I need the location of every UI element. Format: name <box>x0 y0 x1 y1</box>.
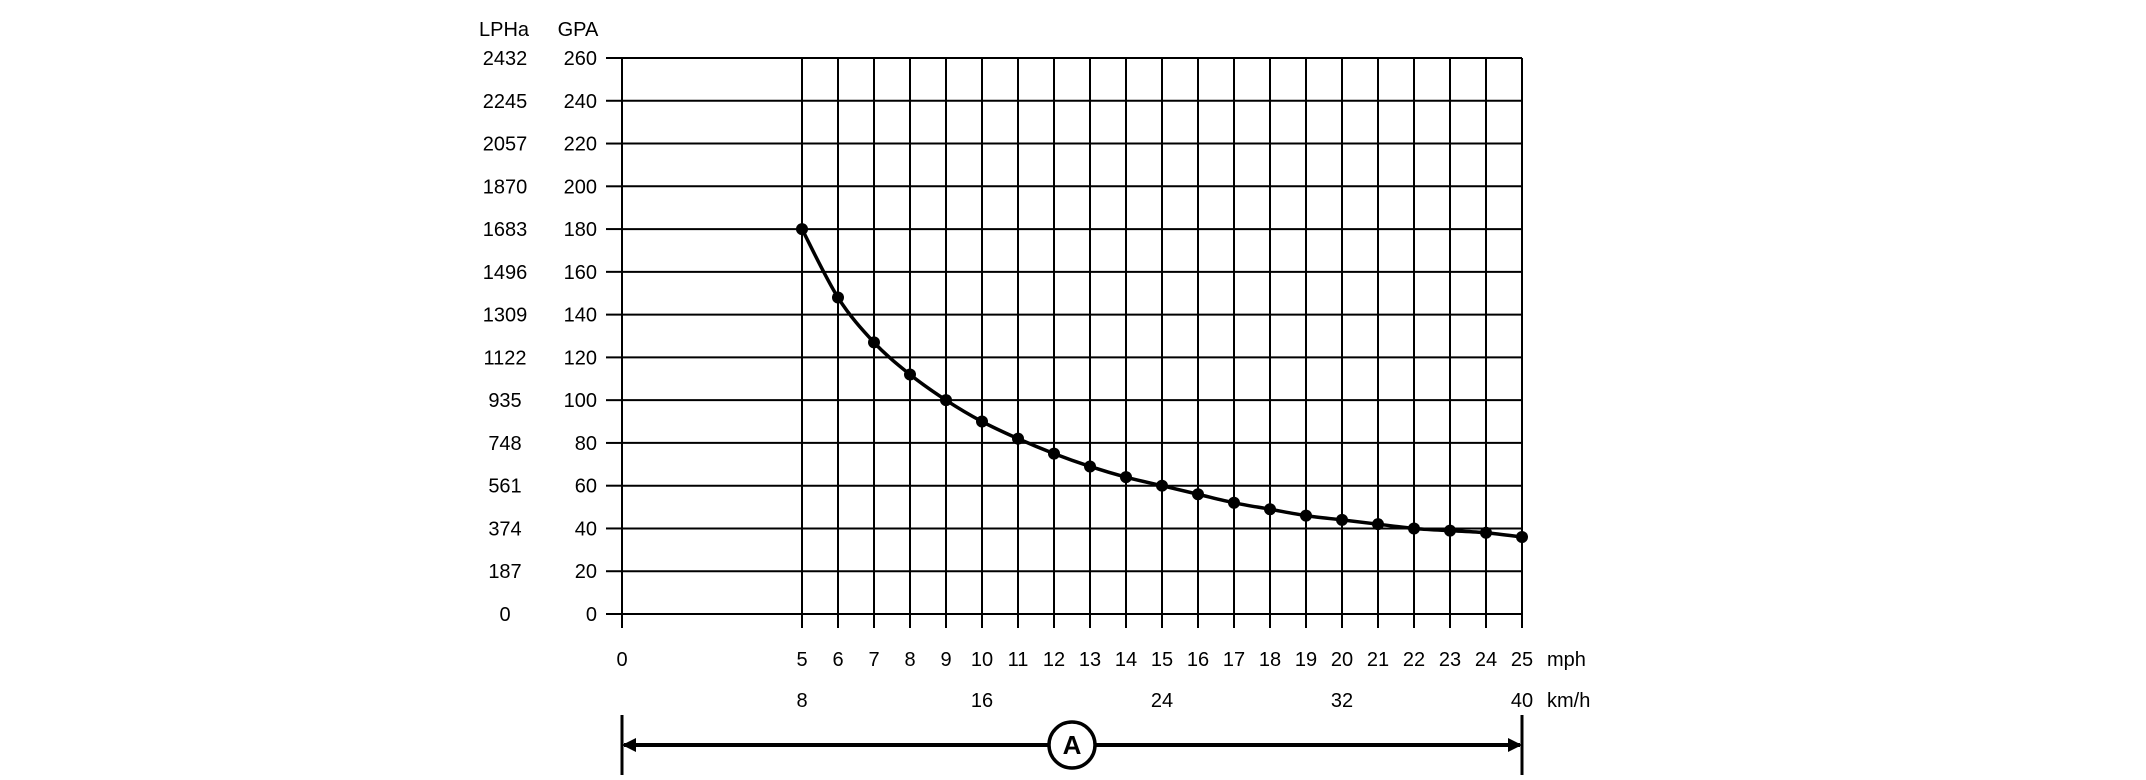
x-tick-label-mph: 14 <box>1115 649 1137 671</box>
x-tick-label-mph: 18 <box>1259 649 1281 671</box>
x-axis-ticks: 0 5 6 7 8 9 10 11 12 13 14 15 16 17 18 19 20 21 22 23 24 25 8 1… <box>616 649 1533 712</box>
y-axis-ticks: 0 0 20 187 40 374 60 561 80 748 100 935 120 1122 140 13… <box>483 48 597 626</box>
y-tick-label-gpa: 160 <box>564 262 597 284</box>
x-tick-label-mph: 21 <box>1367 649 1389 671</box>
y-tick-label-lpha: 187 <box>488 561 521 583</box>
x-tick-label-mph: 5 <box>796 649 807 671</box>
data-point <box>1300 509 1312 522</box>
x-tick-label-mph: 6 <box>832 649 843 671</box>
x-tick-label-kmh: 24 <box>1151 690 1173 712</box>
data-point <box>1516 531 1528 544</box>
x-tick-label-mph: 24 <box>1475 649 1497 671</box>
y-tick-label-gpa: 120 <box>564 347 597 369</box>
data-point <box>868 336 880 349</box>
kmh-unit-label: km/h <box>1547 690 1590 712</box>
y-tick-label-gpa: 140 <box>564 305 597 327</box>
data-point <box>1084 460 1096 473</box>
y-tick-label-gpa: 40 <box>575 518 597 540</box>
x-tick-label-kmh: 40 <box>1511 690 1533 712</box>
data-point <box>1444 524 1456 537</box>
data-point <box>1228 496 1240 509</box>
y-tick-label-lpha: 935 <box>488 390 521 412</box>
x-tick-label-mph: 12 <box>1043 649 1065 671</box>
x-tick-label-mph: 7 <box>868 649 879 671</box>
y-tick-label-lpha: 2057 <box>483 134 528 156</box>
y-tick-label-lpha: 1683 <box>483 219 528 241</box>
x-tick-label-mph: 15 <box>1151 649 1173 671</box>
range-marker-a: A <box>620 715 1524 775</box>
y-tick-label-lpha: 748 <box>488 433 521 455</box>
mph-unit-label: mph <box>1547 649 1586 671</box>
data-point <box>1408 522 1420 535</box>
y-tick-label-gpa: 80 <box>575 433 597 455</box>
data-point <box>1156 479 1168 492</box>
data-point <box>1012 432 1024 445</box>
data-point <box>832 291 844 304</box>
x-tick-label-mph: 16 <box>1187 649 1209 671</box>
y-tick-label-gpa: 0 <box>586 604 597 626</box>
x-tick-label-mph: 11 <box>1008 649 1029 671</box>
x-tick-label-mph: 17 <box>1223 649 1245 671</box>
data-point <box>1048 447 1060 460</box>
data-point <box>1192 488 1204 501</box>
x-tick-label-mph: 8 <box>904 649 915 671</box>
data-point <box>1372 518 1384 531</box>
y-tick-label-gpa: 200 <box>564 176 597 198</box>
data-point <box>1120 471 1132 484</box>
y-tick-label-lpha: 561 <box>488 476 521 498</box>
data-point <box>940 394 952 407</box>
x-tick-label-mph: 25 <box>1511 649 1533 671</box>
y-tick-label-gpa: 20 <box>575 561 597 583</box>
x-tick-label-mph: 9 <box>940 649 951 671</box>
x-tick-label-kmh: 16 <box>971 690 993 712</box>
x-tick-label-kmh: 32 <box>1331 690 1353 712</box>
y-tick-label-gpa: 240 <box>564 91 597 113</box>
range-label-circle <box>1047 720 1097 770</box>
lpha-unit-label: LPHa <box>479 19 530 41</box>
gpa-unit-label: GPA <box>558 19 599 41</box>
grid <box>606 57 1523 628</box>
y-tick-label-lpha: 2245 <box>483 91 528 113</box>
x-tick-label-mph: 10 <box>971 649 993 671</box>
x-tick-label-mph: 0 <box>616 649 627 671</box>
y-tick-label-gpa: 260 <box>564 48 597 70</box>
x-tick-label-mph: 19 <box>1295 649 1317 671</box>
x-tick-label-kmh: 8 <box>796 690 807 712</box>
x-tick-label-mph: 20 <box>1331 649 1353 671</box>
data-point <box>1480 526 1492 539</box>
y-tick-label-lpha: 0 <box>499 604 510 626</box>
x-tick-label-mph: 13 <box>1079 649 1101 671</box>
y-tick-label-lpha: 1496 <box>483 262 528 284</box>
data-point <box>1264 503 1276 516</box>
y-tick-label-gpa: 220 <box>564 134 597 156</box>
y-tick-label-lpha: 1870 <box>483 176 528 198</box>
y-tick-label-lpha: 374 <box>488 518 521 540</box>
y-tick-label-gpa: 60 <box>575 476 597 498</box>
range-label: A <box>1063 730 1082 760</box>
y-tick-label-gpa: 180 <box>564 219 597 241</box>
y-tick-label-lpha: 1309 <box>483 305 528 327</box>
data-point <box>796 223 808 236</box>
y-tick-label-lpha: 2432 <box>483 48 528 70</box>
data-point <box>976 415 988 428</box>
y-tick-label-gpa: 100 <box>564 390 597 412</box>
data-point <box>1336 513 1348 526</box>
series-points <box>796 223 1528 544</box>
x-tick-label-mph: 23 <box>1439 649 1461 671</box>
x-tick-label-mph: 22 <box>1403 649 1425 671</box>
data-point <box>904 368 916 381</box>
y-tick-label-lpha: 1122 <box>483 347 526 369</box>
